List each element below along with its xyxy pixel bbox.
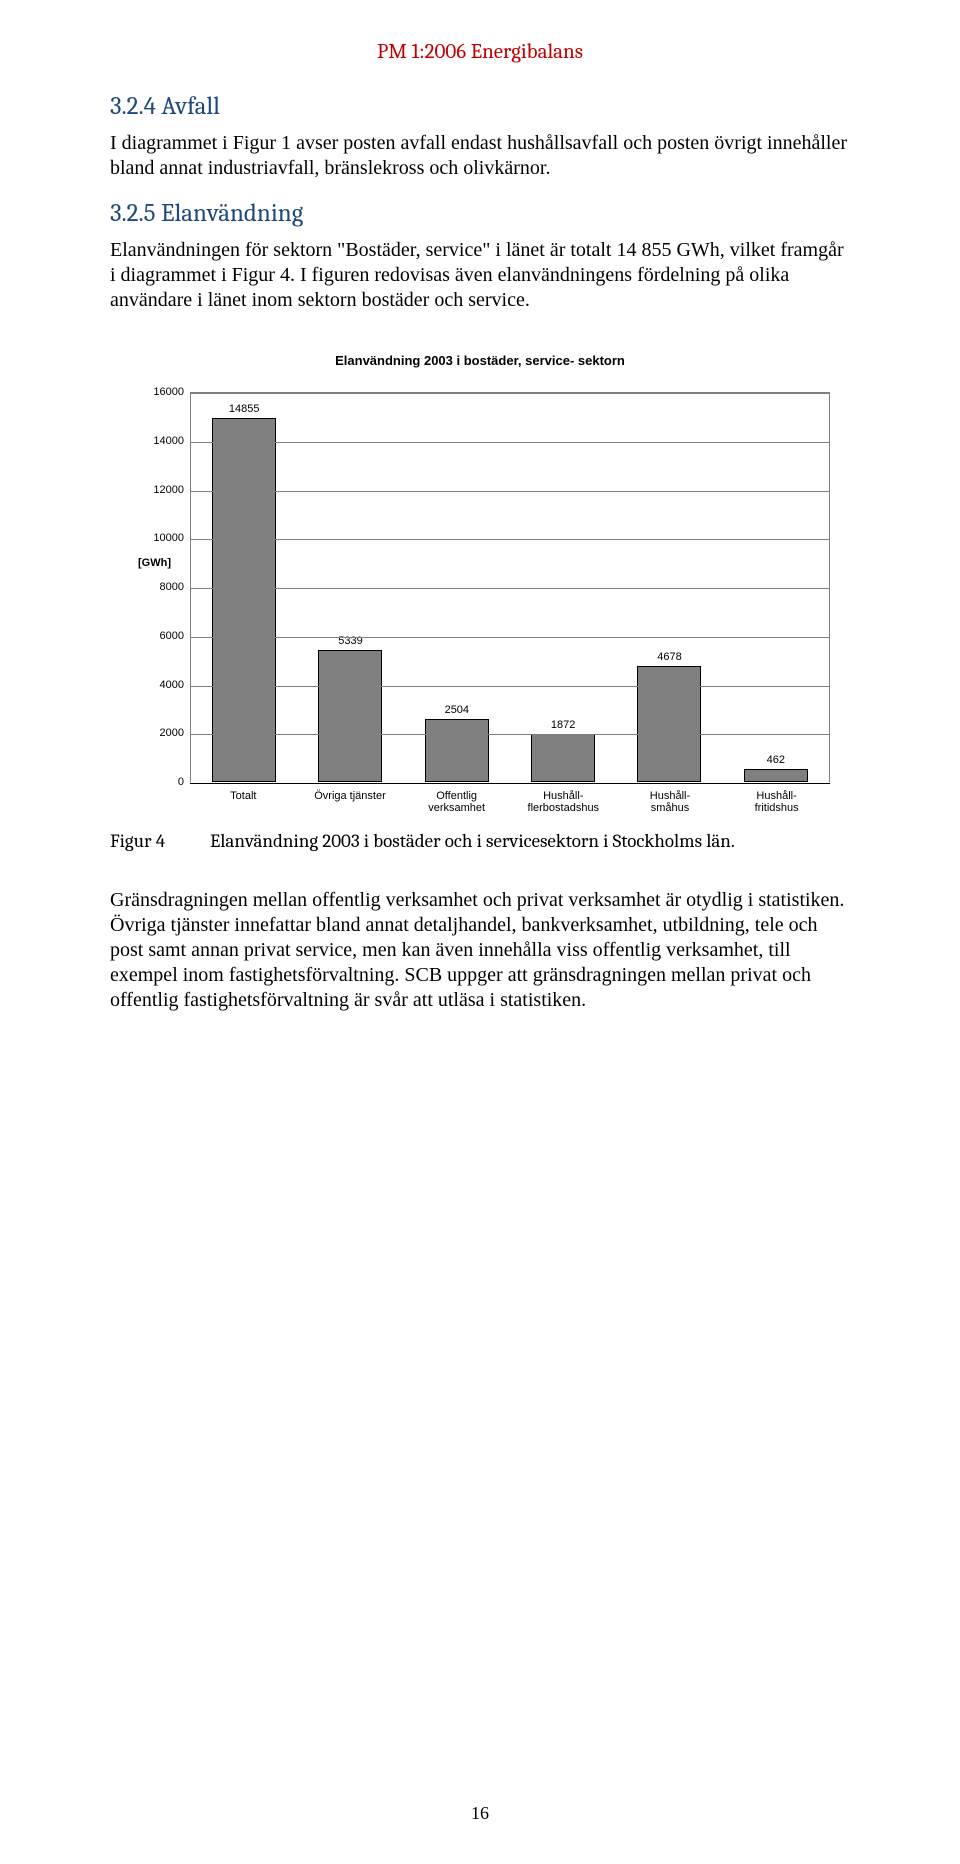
y-tick-label: 0 (120, 776, 184, 788)
gridline (191, 637, 829, 638)
bar: 4678 (637, 666, 701, 782)
y-tick-label: 10000 (120, 532, 184, 544)
x-axis-label: Offentlig verksamhet (417, 784, 497, 812)
bar: 2504 (425, 719, 489, 782)
bar: 1872 (531, 734, 595, 782)
gridline (191, 393, 829, 394)
y-tick-label: 12000 (120, 484, 184, 496)
y-tick-label: 14000 (120, 435, 184, 447)
y-tick-label: 6000 (120, 630, 184, 642)
bar-value-label: 14855 (229, 403, 260, 415)
gridline (191, 686, 829, 687)
x-axis-label: Hushåll- flerbostadshus (523, 784, 603, 812)
figure-number: Figur 4 (110, 830, 210, 852)
bar-slot: 14855 (204, 418, 284, 782)
chart-container: Elanvändning 2003 i bostäder, service- s… (120, 353, 840, 812)
bar-slot: 4678 (629, 666, 709, 782)
x-axis: Totalt Övriga tjänster Offentlig verksamhe… (190, 783, 830, 812)
x-axis-label: Totalt (203, 784, 283, 812)
bar-slot: 462 (736, 769, 816, 782)
chart-plot: 14855 5339 2504 1872 4678 462 Totalt Övriga tj… (120, 392, 840, 812)
gridline (191, 588, 829, 589)
bar-value-label: 2504 (445, 704, 469, 716)
gridline (191, 442, 829, 443)
bar-value-label: 4678 (657, 651, 681, 663)
y-tick-label: 8000 (120, 581, 184, 593)
chart-title: Elanvändning 2003 i bostäder, service- s… (120, 353, 840, 368)
bar-slot: 2504 (417, 719, 497, 782)
y-tick-label: 4000 (120, 679, 184, 691)
running-header: PM 1:2006 Energibalans (110, 40, 850, 64)
para-324: I diagrammet i Figur 1 avser posten avfa… (110, 131, 850, 181)
x-axis-label: Övriga tjänster (310, 784, 390, 812)
heading-325: 3.2.5 Elanvändning (110, 199, 850, 228)
x-axis-label: Hushåll- småhus (630, 784, 710, 812)
para-325: Elanvändningen för sektorn "Bostäder, se… (110, 238, 850, 313)
y-tick-label: 2000 (120, 727, 184, 739)
figure-caption: Figur 4 Elanvändning 2003 i bostäder och… (110, 830, 850, 852)
figure-caption-text: Elanvändning 2003 i bostäder och i servi… (210, 830, 735, 852)
gridline (191, 734, 829, 735)
y-tick-label: 16000 (120, 386, 184, 398)
y-axis-label: [GWh] (138, 557, 171, 569)
heading-324: 3.2.4 Avfall (110, 92, 850, 121)
bar: 14855 (212, 418, 276, 782)
bar-value-label: 462 (767, 754, 785, 766)
post-chart-paragraph: Gränsdragningen mellan offentlig verksam… (110, 888, 850, 1013)
gridline (191, 539, 829, 540)
bar: 462 (744, 769, 808, 782)
bar-slot: 1872 (523, 734, 603, 782)
bar: 5339 (318, 650, 382, 782)
bar-slot: 5339 (310, 650, 390, 782)
x-axis-label: Hushåll- fritidshus (737, 784, 817, 812)
plot-area: 14855 5339 2504 1872 4678 462 (190, 392, 830, 782)
page-number: 16 (0, 1803, 960, 1824)
gridline (191, 491, 829, 492)
page: PM 1:2006 Energibalans 3.2.4 Avfall I di… (0, 0, 960, 1864)
bar-value-label: 1872 (551, 719, 575, 731)
